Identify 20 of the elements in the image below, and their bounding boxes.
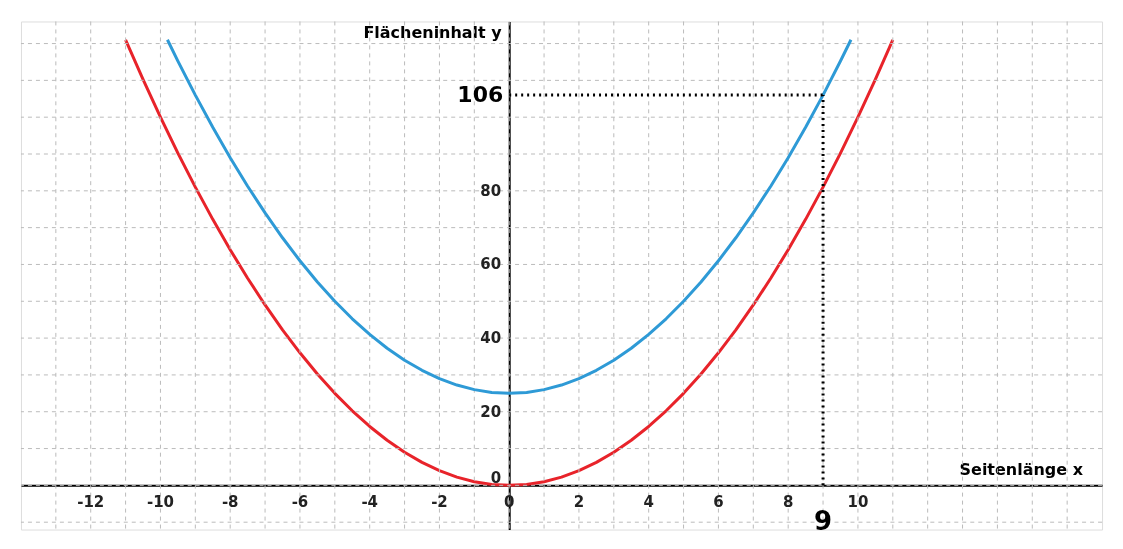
x-tick-label: -8	[221, 493, 239, 512]
ref-line-label: 106	[457, 82, 504, 108]
y-tick-label: 80	[480, 181, 502, 200]
x-tick-label: -6	[291, 493, 309, 512]
x-axis-title: Seitenlänge x	[959, 459, 1084, 479]
x-tick-label: -4	[361, 493, 379, 512]
y-tick-label: 40	[480, 329, 502, 348]
y-axis-title: Flächeninhalt y	[363, 22, 503, 42]
y-tick-label: 20	[480, 402, 502, 421]
x-tick-label: 10	[847, 493, 869, 512]
x-tick-label: 6	[713, 493, 724, 512]
y-tick-label: 0	[490, 469, 502, 488]
ref-line-label: 9	[814, 506, 833, 537]
x-tick-label: -12	[77, 493, 105, 512]
y-tick-label: 60	[480, 255, 502, 274]
x-tick-label: 2	[573, 493, 585, 512]
x-tick-label: -2	[431, 493, 448, 512]
x-tick-label: -10	[146, 493, 174, 512]
x-tick-label: 8	[782, 493, 794, 512]
x-tick-label: 4	[643, 493, 654, 512]
